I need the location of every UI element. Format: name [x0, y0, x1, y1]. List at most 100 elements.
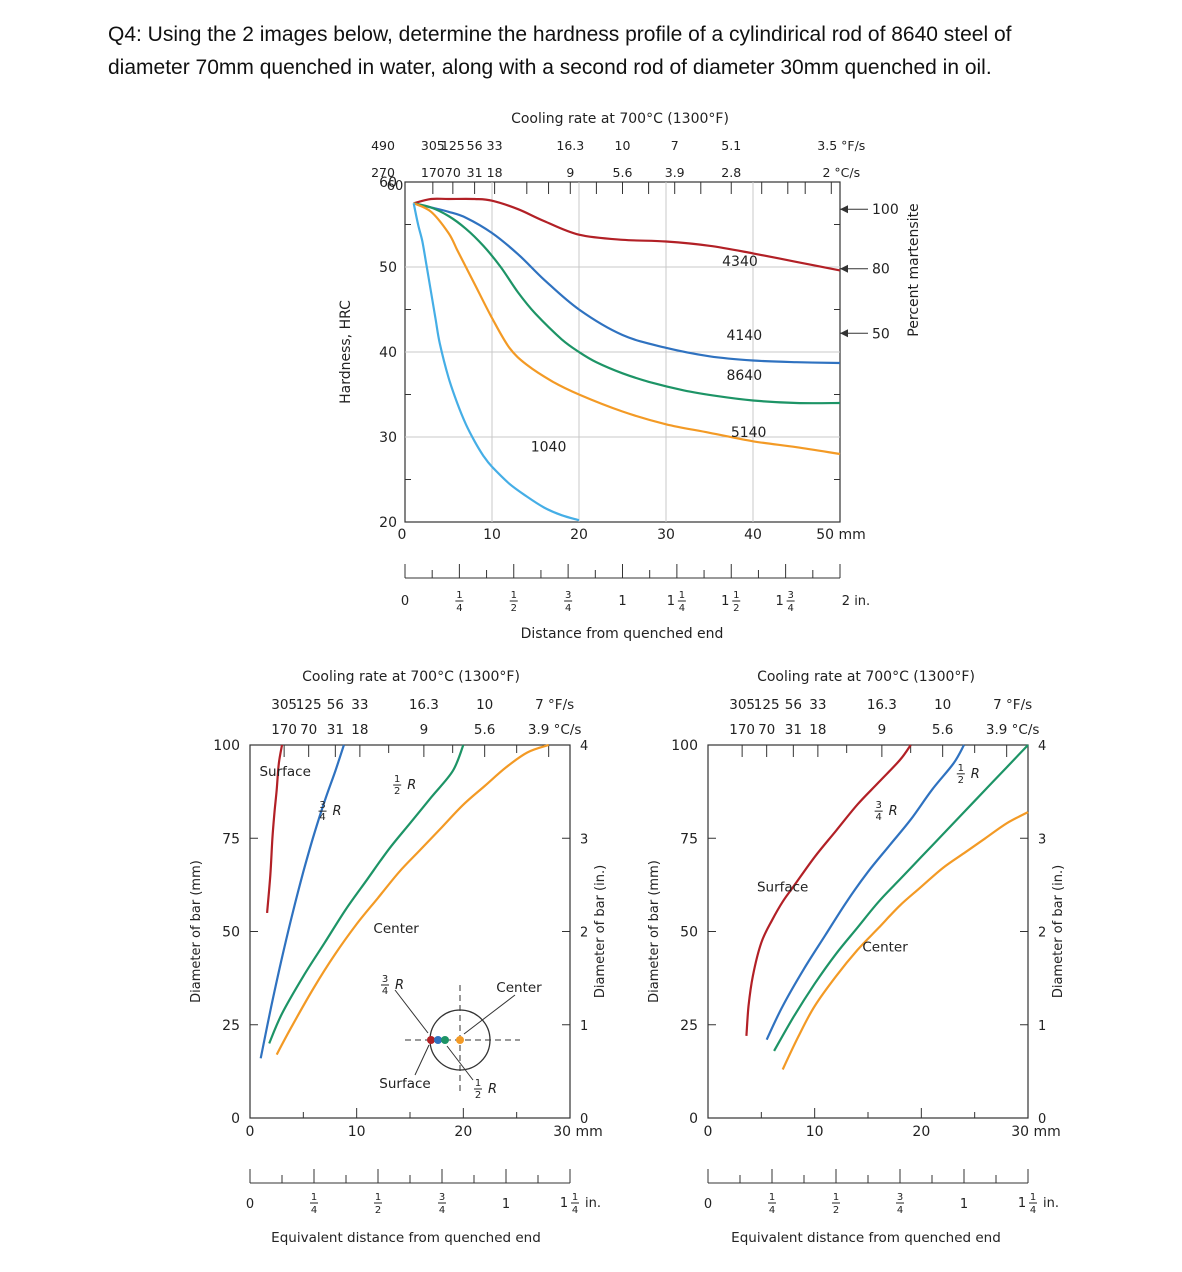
jominy-cooling-C: 170 — [421, 165, 445, 180]
water-xlabel: Equivalent distance from quenched end — [271, 1230, 541, 1246]
jominy-ytick-label: 50 — [379, 260, 397, 276]
water-series-Center — [275, 743, 550, 1056]
water-diagram-label-three-quarter-R: 34 R — [381, 974, 404, 997]
water-diagram-label-three-quarter-R-num: 3 — [382, 974, 388, 985]
water-xtick-label: 10 — [348, 1124, 366, 1140]
water-diagram-dot-half — [441, 1036, 449, 1044]
water-diagram-dot-surface — [427, 1036, 435, 1044]
jominy-xtick-label: 20 — [570, 527, 588, 543]
oil-label-three-quarter-R: 34 R — [874, 800, 898, 823]
jominy-inch-label: 1 14 — [667, 590, 686, 614]
oil-inch-label-den: 2 — [833, 1205, 839, 1216]
jominy-cooling-F: 7 — [671, 138, 679, 153]
question-line-2: diameter 70mm quenched in water, along w… — [108, 56, 992, 79]
water-inch-label-suffix: in. — [585, 1196, 601, 1211]
water-cooling-F: 125 — [296, 697, 322, 713]
water-diagram-label-half-R-letter: R — [488, 1082, 497, 1097]
oil-label-center: Center — [862, 939, 908, 955]
jominy-xunit-label: 50 mm — [816, 527, 866, 543]
oil-xlabel: Equivalent distance from quenched end — [731, 1230, 1001, 1246]
water-series-1-2R — [268, 744, 465, 1044]
jominy-xlabel: Distance from quenched end — [521, 626, 724, 642]
question-line-1: Q4: Using the 2 images below, determine … — [108, 23, 1012, 46]
oil-inch-label: 1 — [960, 1197, 968, 1212]
jominy-cooling-C: 70 — [445, 165, 461, 180]
series-line-4140 — [413, 202, 841, 365]
oil-series-Surface — [745, 744, 912, 1036]
oil-cooling-F: 125 — [754, 697, 780, 713]
question-text: Q4: Using the 2 images below, determine … — [108, 18, 1168, 84]
oil-xtick-label: 20 — [912, 1124, 930, 1140]
water-ytick-label: 25 — [222, 1018, 240, 1034]
water-diagram-label-three-quarter-R-letter: R — [395, 978, 404, 993]
water-diagram-label-surface: Surface — [379, 1076, 430, 1092]
oil-cooling-C: 18 — [809, 722, 826, 738]
oil-ylabel: Diameter of bar (mm) — [647, 860, 662, 1003]
oil-inch-label-suffix: in. — [1043, 1196, 1059, 1211]
series-label-4140: 4140 — [726, 328, 762, 344]
jominy-inch-label-num: 3 — [787, 590, 793, 601]
jominy-xtick-label: 10 — [483, 527, 501, 543]
water-cooling-C: 31 — [327, 722, 344, 738]
oil-ytick-label: 75 — [680, 831, 698, 847]
oil-ytick-label: 25 — [680, 1018, 698, 1034]
water-inch-label-den: 4 — [439, 1205, 445, 1216]
jominy-inch-label-num: 1 — [679, 590, 685, 601]
water-inch-label-num: 1 — [311, 1192, 317, 1203]
jominy-cooling-C: 2 °C/s — [822, 165, 860, 180]
jominy-cooling-C: 18 — [487, 165, 503, 180]
water-inch-label-num: 1 — [375, 1192, 381, 1203]
jominy-ylabel: Hardness, HRC — [338, 300, 354, 404]
jominy-cooling-F: 5.1 — [721, 138, 741, 153]
oil-xunit-label: 30 mm — [1011, 1124, 1061, 1140]
water-label-surface: Surface — [259, 764, 310, 780]
oil-inch-label-num: 1 — [833, 1192, 839, 1203]
water-cooling-F: 305 — [271, 697, 297, 713]
water-diagram-pointer — [394, 989, 429, 1034]
oil-y2label: Diameter of bar (in.) — [1051, 865, 1066, 998]
water-y2tick-label: 0 — [580, 1112, 588, 1127]
water-inch-label-den: 4 — [572, 1205, 578, 1216]
oil-inch-label-den: 4 — [769, 1205, 775, 1216]
jominy-inch-label-whole: 1 — [667, 594, 675, 609]
jominy-inch-label: 14 — [455, 590, 464, 614]
oil-cooling-F: 56 — [785, 697, 802, 713]
water-label-half-R-den: 2 — [394, 786, 400, 797]
water-xtick-label: 0 — [246, 1124, 255, 1140]
jominy-cooling-C: 31 — [467, 165, 483, 180]
martensite-label: 80 — [872, 262, 890, 278]
water-diagram-dot-center — [456, 1036, 464, 1044]
jominy-cooling-C: 9 — [566, 165, 574, 180]
water-diagram-label-half-R: 12 R — [474, 1078, 497, 1101]
series-line-4340 — [413, 197, 841, 272]
water-cooling-C: 3.9 °C/s — [528, 722, 582, 738]
water-inch-label-den: 2 — [375, 1205, 381, 1216]
oil-cooling-C: 70 — [758, 722, 775, 738]
water-inch-label: 1 — [502, 1197, 510, 1212]
series-line-8640 — [413, 202, 841, 405]
oil-cooling-C: 5.6 — [932, 722, 953, 738]
martensite-label: 100 — [872, 202, 899, 218]
jominy-inch-label-num: 3 — [565, 590, 571, 601]
water-y2tick-label: 4 — [580, 739, 588, 754]
jominy-inch-label-num: 1 — [511, 590, 517, 601]
jominy-cooling-title: Cooling rate at 700°C (1300°F) — [511, 111, 729, 127]
jominy-top-left-label: 60 — [387, 179, 404, 194]
water-label-three-quarter-R-den: 4 — [319, 812, 325, 823]
water-cooling-F: 33 — [351, 697, 368, 713]
oil-label-surface: Surface — [757, 880, 808, 896]
oil-y2tick-label: 3 — [1038, 832, 1046, 847]
jominy-inch-label: 12 — [509, 590, 518, 614]
jominy-cooling-C: 3.9 — [665, 165, 685, 180]
jominy-inch-label-den: 2 — [733, 603, 739, 614]
series-label-4340: 4340 — [722, 254, 758, 270]
jominy-inch-label-num: 1 — [456, 590, 462, 601]
water-inch-label-whole: 1 — [560, 1196, 568, 1211]
water-inch-label-num: 1 — [572, 1192, 578, 1203]
water-cooling-F: 10 — [476, 697, 493, 713]
water-y2label: Diameter of bar (in.) — [593, 865, 608, 998]
water-diagram-label-three-quarter-R-den: 4 — [382, 986, 388, 997]
jominy-cooling-F: 3.5 °F/s — [817, 138, 865, 153]
jominy-inch-label-den: 4 — [787, 603, 793, 614]
